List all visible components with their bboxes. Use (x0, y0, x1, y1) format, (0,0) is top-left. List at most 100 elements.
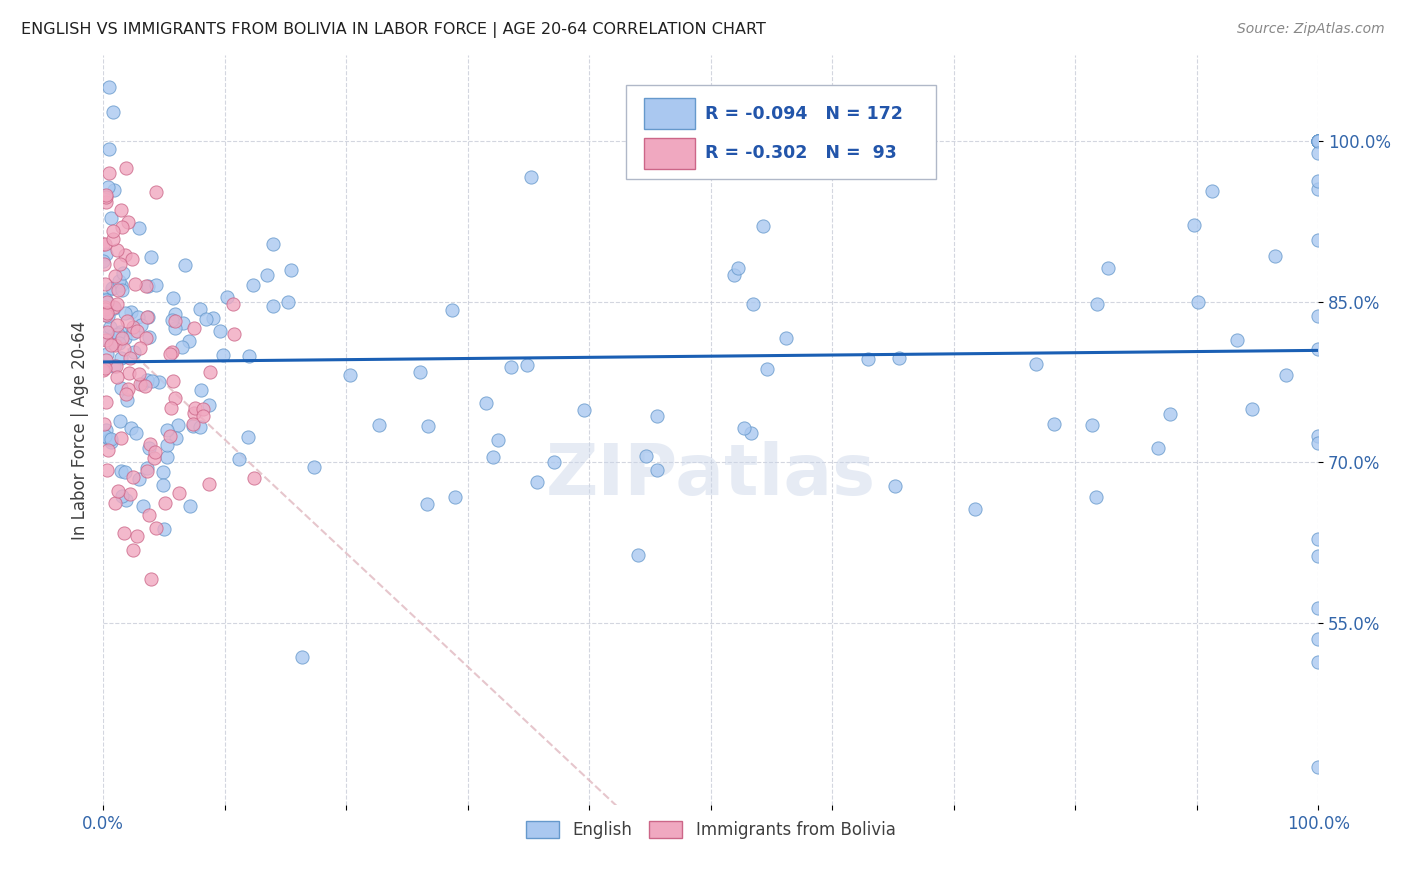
Point (163, 321, 186, 335)
Point (110, 381, 132, 395)
Point (145, 521, 167, 535)
Point (1201, 184, 1223, 198)
Point (191, 401, 214, 416)
Point (156, 450, 179, 464)
Point (208, 324, 231, 338)
Point (132, 499, 155, 513)
Point (135, 310, 157, 324)
Point (96, 305, 118, 319)
Point (172, 316, 194, 330)
Point (733, 421, 755, 435)
Point (1308, 549, 1330, 563)
Point (752, 219, 775, 234)
Point (1274, 368, 1296, 382)
Point (152, 478, 174, 492)
Point (181, 418, 204, 433)
Point (101, 328, 124, 343)
Point (134, 379, 156, 393)
Point (1264, 249, 1286, 263)
Point (94, 423, 117, 437)
Point (107, 370, 129, 384)
Point (139, 437, 162, 451)
Point (103, 359, 125, 373)
Point (94, 361, 117, 376)
Point (94, 301, 117, 316)
Point (120, 420, 142, 434)
Point (101, 280, 124, 294)
Point (775, 331, 797, 345)
Point (105, 243, 128, 257)
Point (93, 277, 115, 292)
Point (516, 358, 538, 372)
Point (112, 343, 135, 357)
Point (128, 376, 150, 391)
Y-axis label: In Labor Force | Age 20-64: In Labor Force | Age 20-64 (72, 320, 89, 540)
Point (291, 650, 314, 665)
Point (1308, 656, 1330, 670)
Point (156, 423, 179, 437)
Point (572, 403, 595, 417)
Point (98, 142, 121, 156)
Point (136, 279, 159, 293)
Point (481, 450, 503, 464)
Point (159, 347, 181, 361)
Point (236, 429, 259, 443)
Point (110, 464, 132, 478)
Point (1308, 173, 1330, 187)
Point (98, 166, 121, 180)
Point (183, 406, 205, 420)
Point (198, 477, 221, 491)
Point (1308, 429, 1330, 443)
Point (165, 391, 187, 405)
Point (228, 452, 250, 467)
Point (727, 261, 749, 276)
Text: ENGLISH VS IMMIGRANTS FROM BOLIVIA IN LABOR FORCE | AGE 20-64 CORRELATION CHART: ENGLISH VS IMMIGRANTS FROM BOLIVIA IN LA… (21, 22, 766, 38)
Point (416, 497, 439, 511)
Point (110, 203, 132, 218)
Point (96, 346, 118, 360)
Point (416, 419, 439, 434)
Point (1308, 134, 1330, 148)
Point (100, 432, 122, 446)
Point (256, 268, 278, 283)
Point (107, 283, 129, 297)
Point (742, 297, 765, 311)
Point (1308, 632, 1330, 646)
Point (111, 266, 134, 280)
Point (163, 314, 186, 328)
Point (100, 435, 122, 450)
Point (101, 281, 124, 295)
Point (148, 376, 170, 390)
Point (1308, 532, 1330, 546)
Point (1085, 490, 1108, 504)
Point (108, 336, 131, 351)
Point (183, 321, 205, 335)
Point (138, 441, 160, 455)
Point (409, 365, 432, 379)
Point (262, 299, 284, 313)
Point (122, 469, 145, 483)
Point (93, 331, 115, 345)
Point (277, 294, 299, 309)
Point (634, 449, 657, 463)
Point (97, 443, 120, 458)
Point (117, 382, 139, 396)
Point (1308, 182, 1330, 196)
Point (443, 490, 465, 504)
Point (100, 320, 122, 334)
Point (103, 300, 125, 314)
Point (195, 312, 218, 326)
Point (114, 465, 136, 479)
Point (179, 500, 201, 514)
Point (201, 310, 224, 325)
Point (96, 306, 118, 320)
Point (105, 359, 128, 373)
Point (94, 394, 117, 409)
Point (1308, 233, 1330, 247)
Point (105, 297, 128, 311)
Point (103, 301, 125, 315)
Point (740, 426, 762, 441)
Point (94, 352, 117, 367)
Point (96, 189, 118, 203)
Point (107, 326, 129, 341)
